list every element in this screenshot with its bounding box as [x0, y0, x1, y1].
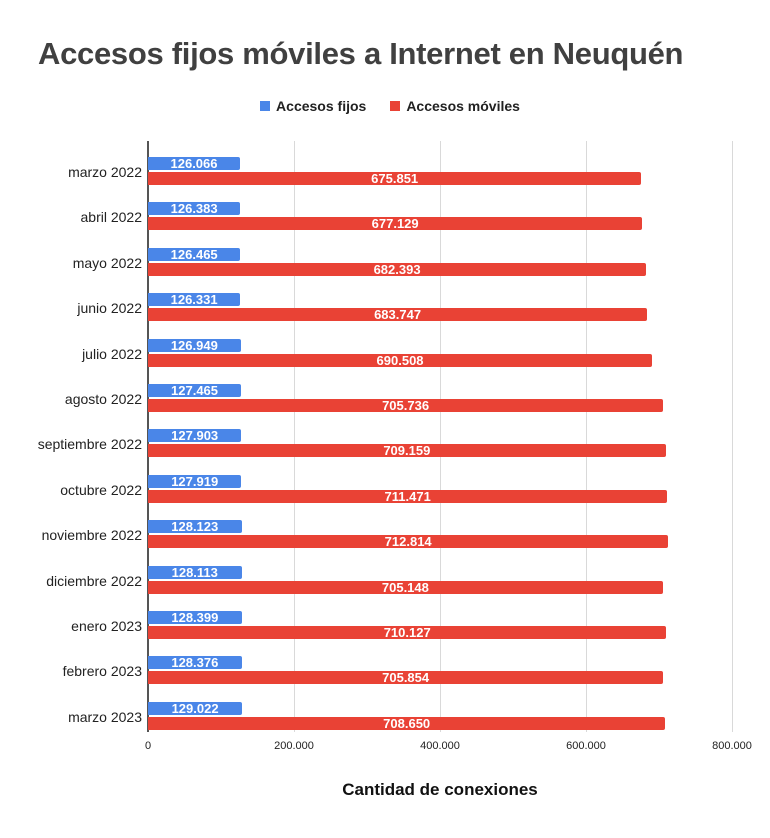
bar-accesos-moviles: 711.471 [148, 489, 668, 503]
bar-accesos-moviles: 710.127 [148, 626, 667, 639]
y-category-label: junio 2022 [77, 300, 142, 317]
bar-accesos-fijos: 126.465 [148, 247, 241, 261]
y-category-label: marzo 2022 [68, 164, 142, 180]
bar-accesos-moviles: 675.851 [148, 172, 642, 185]
bar-accesos-moviles: 682.393 [148, 262, 647, 276]
y-category-label: enero 2023 [71, 618, 142, 634]
gridline [294, 141, 295, 732]
legend-label-fijos: Accesos fijos [276, 98, 367, 114]
bar-accesos-moviles: 690.508 [148, 353, 653, 367]
bar-accesos-fijos: 126.949 [148, 338, 241, 352]
bar-accesos-fijos: 126.066 [148, 157, 241, 170]
y-category-label: agosto 2022 [64, 391, 142, 407]
y-category-label: abril 2022 [80, 209, 143, 226]
bar-accesos-moviles: 708.650 [148, 716, 666, 730]
gridline [440, 141, 441, 732]
bar-accesos-fijos: 128.113 [148, 565, 242, 579]
legend-item-fijos: Accesos fijos [260, 98, 366, 114]
y-category-label: marzo 2023 [68, 708, 142, 725]
bar-accesos-fijos: 129.022 [148, 701, 243, 715]
legend-swatch-red-icon [390, 101, 401, 111]
y-category-label: noviembre 2022 [41, 527, 142, 544]
y-category-label: mayo 2022 [72, 254, 142, 271]
chart-title: Accesos fijos móviles a Internet en Neuq… [38, 36, 684, 71]
bar-accesos-fijos: 127.465 [148, 384, 242, 397]
bar-accesos-fijos: 128.399 [148, 611, 242, 624]
x-tick-label: 600.000 [566, 740, 606, 752]
bar-accesos-fijos: 127.919 [148, 474, 242, 488]
legend: Accesos fijos Accesos móviles [0, 98, 770, 114]
bar-accesos-moviles: 677.129 [148, 217, 643, 231]
gridline [732, 141, 733, 732]
bar-accesos-moviles: 683.747 [148, 308, 648, 322]
legend-item-moviles: Accesos móviles [390, 98, 520, 114]
bar-accesos-moviles: 705.736 [148, 399, 664, 412]
gridline [586, 141, 587, 732]
x-tick-label: 400.000 [420, 740, 460, 752]
x-tick-label: 0 [144, 740, 152, 752]
bar-accesos-moviles: 712.814 [148, 535, 669, 549]
x-tick-label: 800.000 [712, 740, 752, 752]
x-tick-label: 200.000 [274, 740, 314, 752]
y-category-label: diciembre 2022 [46, 572, 142, 589]
bar-accesos-fijos: 127.903 [148, 429, 242, 443]
bar-accesos-fijos: 126.383 [148, 202, 241, 216]
y-category-label: octubre 2022 [60, 481, 142, 498]
y-category-label: febrero 2023 [62, 663, 142, 680]
x-axis-label: Cantidad de conexiones [342, 780, 538, 799]
bar-accesos-fijos: 128.376 [148, 656, 242, 670]
legend-label-moviles: Accesos móviles [406, 98, 520, 114]
bar-accesos-moviles: 709.159 [148, 444, 666, 458]
bar-accesos-fijos: 128.123 [148, 520, 242, 534]
bar-accesos-moviles: 705.854 [148, 671, 664, 685]
y-category-label: julio 2022 [82, 345, 142, 362]
bar-accesos-moviles: 705.148 [148, 580, 663, 594]
bar-accesos-fijos: 126.331 [148, 293, 241, 307]
legend-swatch-blue-icon [260, 101, 271, 111]
y-category-label: septiembre 2022 [37, 436, 142, 453]
